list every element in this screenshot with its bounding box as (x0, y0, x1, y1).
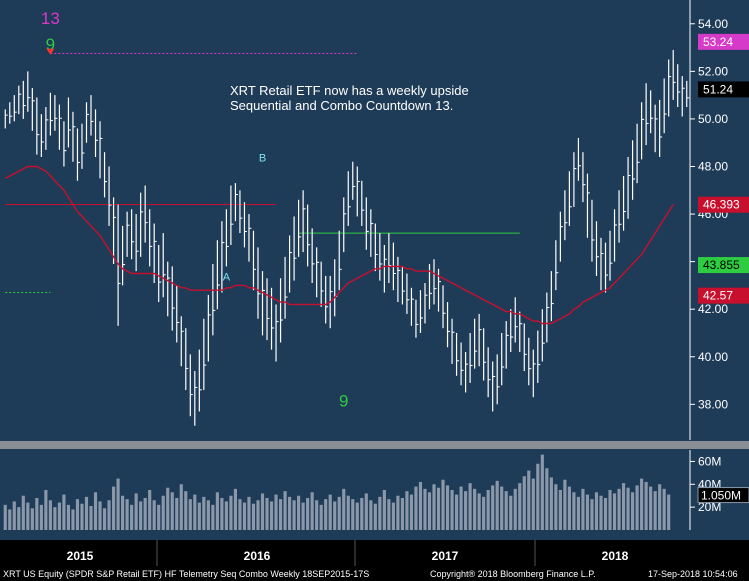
price-badge-label: 51.24 (703, 82, 733, 96)
price-badge (698, 196, 749, 213)
chart-note-line-1: XRT Retail ETF now has a weekly upside (230, 83, 469, 98)
sequential-marker: 9 (46, 35, 55, 54)
price-badge (698, 81, 749, 98)
price-tick-label: 50.00 (698, 112, 728, 126)
volume-tick-label: 60M (698, 454, 721, 468)
price-badge-label: 43.855 (703, 258, 740, 272)
price-tick-label: 42.00 (698, 302, 728, 316)
price-tick-label: 38.00 (698, 397, 728, 411)
price-badge-label: 46.393 (703, 198, 740, 212)
volume-bars (3, 454, 671, 530)
volume-last-badge (697, 487, 749, 504)
price-tick-label: 48.00 (698, 159, 728, 173)
year-label: 2018 (602, 549, 629, 563)
price-badge (698, 33, 749, 50)
price-tick-label: 52.00 (698, 64, 728, 78)
price-badge-label: 53.24 (703, 35, 733, 49)
sell-arrow-icon (46, 48, 55, 55)
price-badge-label: 42.57 (703, 289, 733, 303)
price-badge (698, 257, 749, 274)
footer-timestamp: 17-Sep-2018 10:54:06 (648, 569, 738, 579)
year-label: 2016 (244, 549, 271, 563)
sequential-markers: 139BA993913C5101291 (41, 9, 349, 411)
moving-average-line (4, 165, 674, 325)
price-tick-label: 40.00 (698, 350, 728, 364)
sequential-marker: B (259, 153, 266, 165)
year-labels: 2015 2016 2017 2018 (67, 549, 629, 563)
panel-divider[interactable] (0, 441, 749, 449)
footer-copyright: Copyright® 2018 Bloomberg Finance L.P. (430, 569, 596, 579)
price-tick-label: 54.00 (698, 17, 728, 31)
sequential-marker: 13 (41, 9, 60, 28)
volume-last-label: 1.050M (701, 489, 741, 503)
footer-security-text: XRT US Equity (SPDR S&P Retail ETF) HF T… (3, 569, 369, 579)
signal-arrows (46, 48, 55, 55)
chart-note-line-2: Sequential and Combo Countdown 13. (230, 98, 453, 113)
sequential-marker: 9 (339, 392, 348, 411)
volume-tick-label: 20M (698, 500, 721, 514)
sequential-marker: A (223, 272, 231, 284)
year-label: 2017 (432, 549, 459, 563)
right-price-badges: 53.24 51.24 46.393 43.855 42.57 (698, 33, 749, 304)
price-badge (698, 287, 749, 304)
footer-bar (0, 540, 749, 581)
year-label: 2015 (67, 549, 94, 563)
